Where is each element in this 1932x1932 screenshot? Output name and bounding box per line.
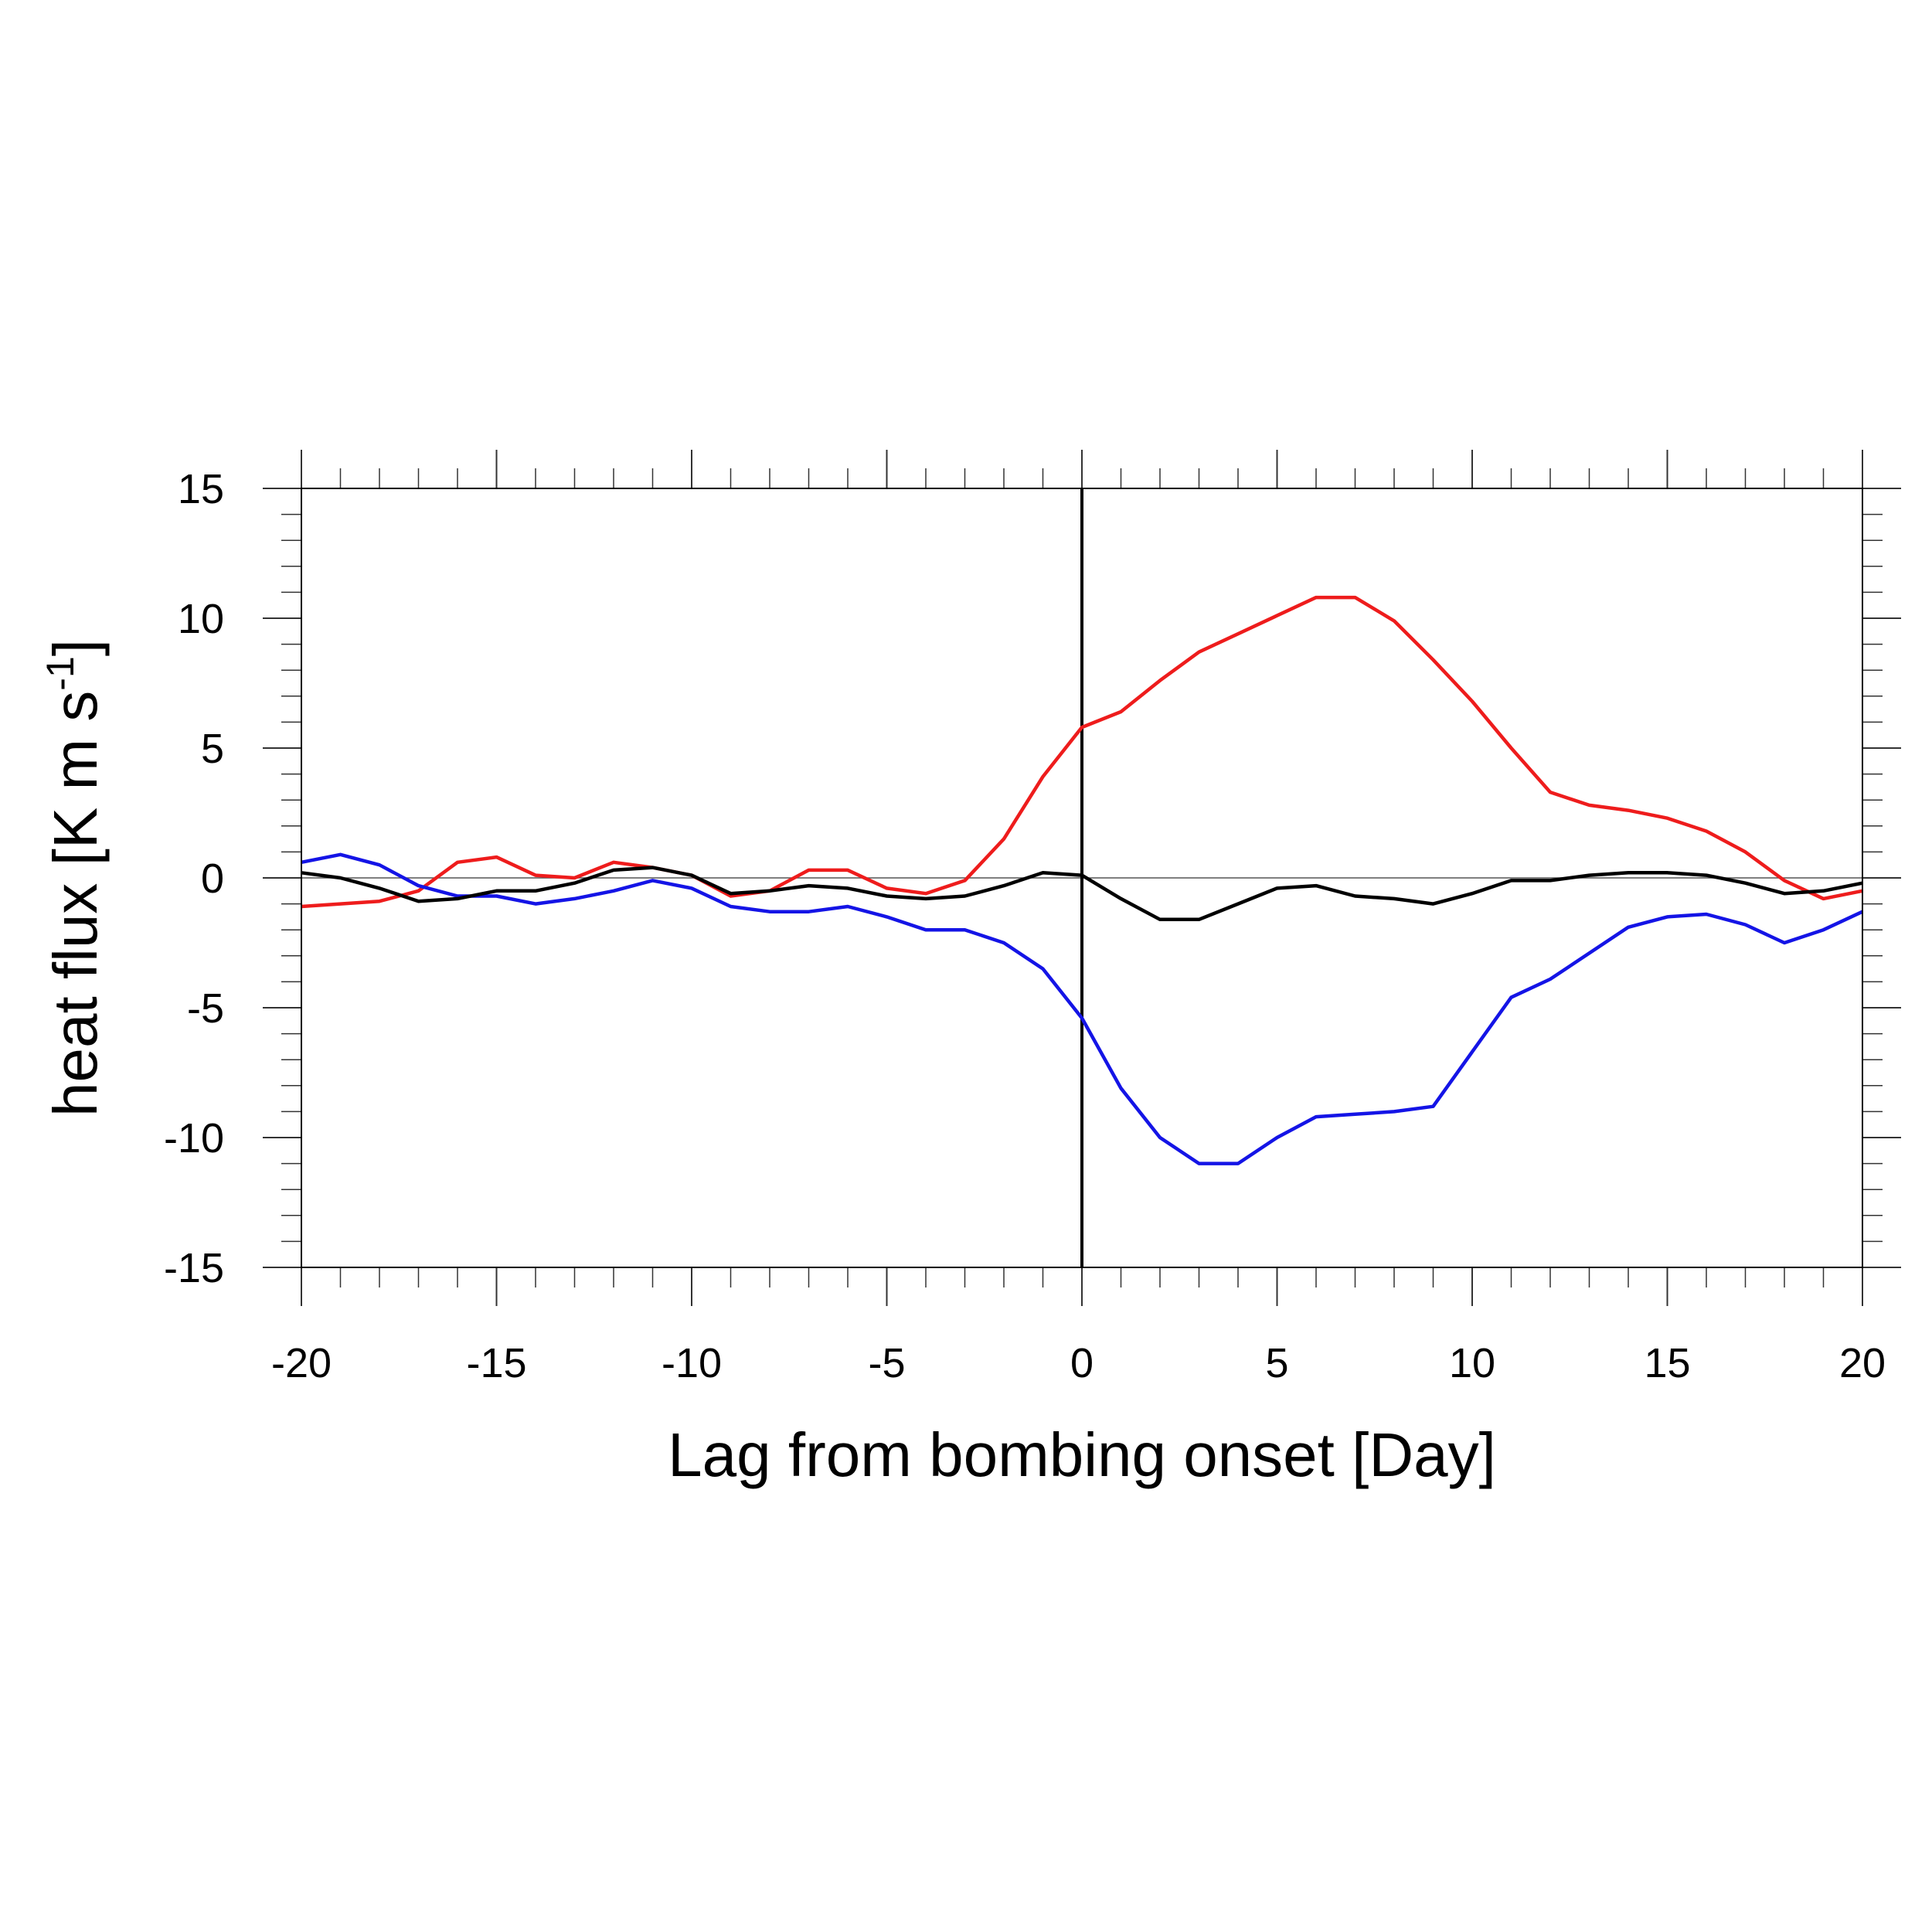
x-tick-label: 5 (1265, 1340, 1288, 1386)
y-tick-label: -10 (164, 1115, 224, 1162)
x-tick-label: -15 (466, 1340, 526, 1386)
plot-frame (301, 488, 1863, 1268)
series-line-2 (301, 852, 1863, 1165)
x-tick-label: -10 (662, 1340, 722, 1386)
x-tick-label: -5 (868, 1340, 905, 1386)
minor-ticks (281, 468, 1883, 1287)
x-tick-label: 0 (1070, 1340, 1094, 1386)
x-tick-labels: -20 -15 -10 -5 0 5 10 15 20 (271, 1340, 1886, 1386)
y-axis-title-close: ] (41, 639, 110, 656)
y-tick-label: 0 (201, 855, 224, 902)
y-tick-label: -15 (164, 1245, 224, 1291)
major-ticks (263, 450, 1901, 1306)
y-tick-labels: 15 10 5 0 -5 -10 -15 (164, 466, 224, 1291)
x-axis-title: Lag from bombing onset [Day] (668, 1420, 1496, 1489)
x-tick-label: -20 (271, 1340, 332, 1386)
series-line-1 (301, 595, 1863, 909)
y-axis-title-superscript: -1 (39, 656, 82, 690)
y-tick-label: 5 (201, 726, 224, 772)
x-tick-label: 10 (1449, 1340, 1495, 1386)
x-tick-label: 20 (1839, 1340, 1886, 1386)
y-axis-title: heat flux [K m s-1] (39, 639, 110, 1117)
series-line-3 (301, 866, 1863, 922)
y-tick-label: -5 (187, 985, 224, 1032)
x-tick-label: 15 (1644, 1340, 1690, 1386)
y-tick-label: 15 (178, 466, 224, 512)
series-group (301, 595, 1863, 1165)
y-axis-title-main: heat flux [K m s (41, 691, 110, 1117)
y-tick-label: 10 (178, 596, 224, 642)
